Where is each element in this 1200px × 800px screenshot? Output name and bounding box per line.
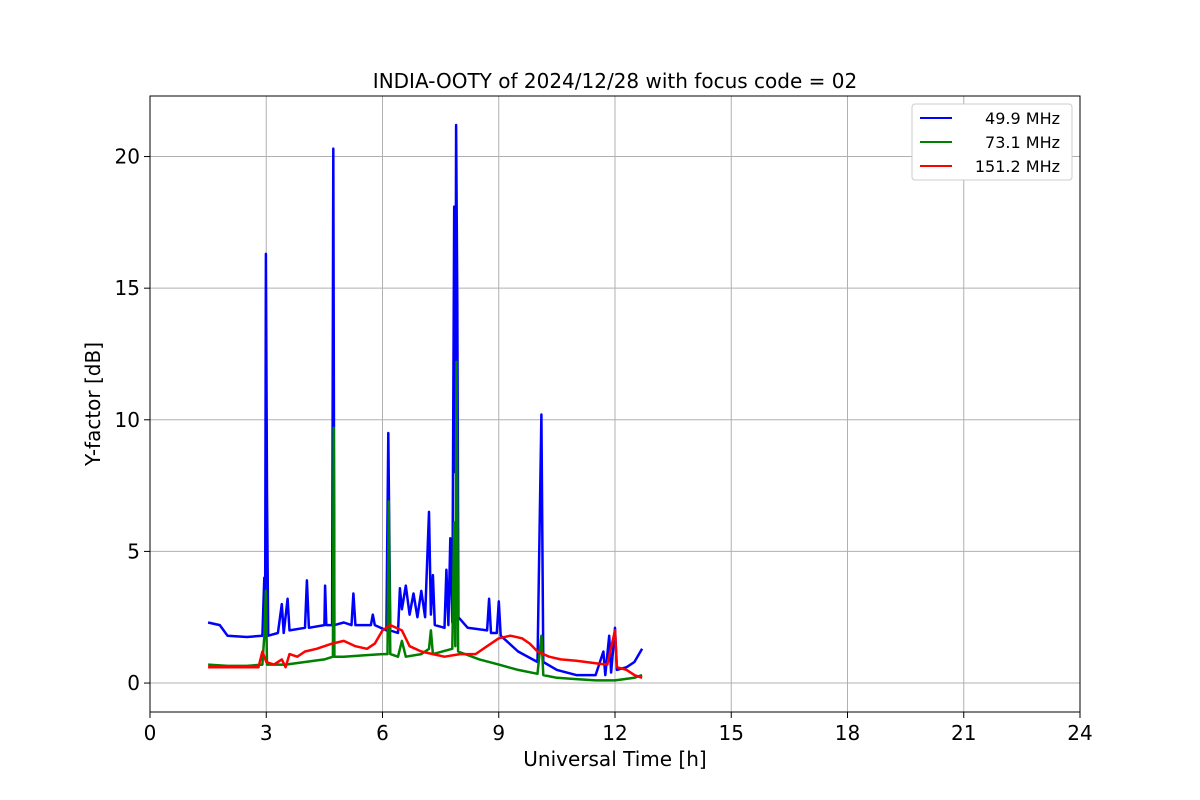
legend: 49.9 MHz 73.1 MHz 151.2 MHz	[911, 103, 1073, 181]
series-line	[208, 360, 643, 682]
x-tick-label: 24	[1067, 721, 1092, 745]
x-tick-label: 12	[602, 721, 627, 745]
legend-label: 73.1 MHz	[985, 133, 1060, 152]
legend-box	[911, 103, 1073, 181]
y-axis-title: Y-factor [dB]	[81, 342, 105, 467]
x-tick-label: 15	[719, 721, 744, 745]
x-tick-label: 21	[951, 721, 976, 745]
x-tick-label: 9	[492, 721, 505, 745]
y-tick-label: 0	[127, 671, 140, 695]
x-tick-label: 6	[376, 721, 389, 745]
x-tick-label: 18	[835, 721, 860, 745]
axis-ticks: 0 3 6 9 12 15 18 21 24 0 5 10 15 20	[115, 145, 1093, 745]
x-tick-label: 0	[144, 721, 157, 745]
x-tick-label: 3	[260, 721, 273, 745]
chart-title: INDIA-OOTY of 2024/12/28 with focus code…	[373, 69, 857, 93]
x-axis-title: Universal Time [h]	[523, 747, 706, 771]
y-tick-label: 5	[127, 539, 140, 563]
legend-label: 49.9 MHz	[985, 109, 1060, 128]
plot-series	[207, 123, 644, 682]
y-tick-label: 15	[115, 276, 140, 300]
legend-label: 151.2 MHz	[975, 157, 1060, 176]
series-line	[208, 623, 643, 679]
y-tick-label: 10	[115, 408, 140, 432]
series-line	[207, 123, 644, 677]
y-tick-label: 20	[115, 145, 140, 169]
